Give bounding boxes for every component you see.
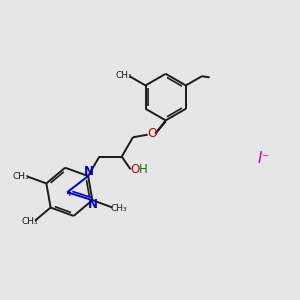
Text: O: O: [147, 127, 157, 140]
Text: N: N: [88, 199, 98, 212]
Text: N: N: [84, 165, 94, 178]
Text: CH₃: CH₃: [110, 204, 127, 213]
Text: CH₃: CH₃: [22, 217, 38, 226]
Text: CH₃: CH₃: [13, 172, 29, 181]
Text: H: H: [139, 163, 148, 176]
Text: O: O: [130, 163, 140, 176]
Text: I⁻: I⁻: [257, 152, 270, 166]
Text: CH₃: CH₃: [116, 70, 132, 80]
Text: +: +: [66, 189, 74, 198]
